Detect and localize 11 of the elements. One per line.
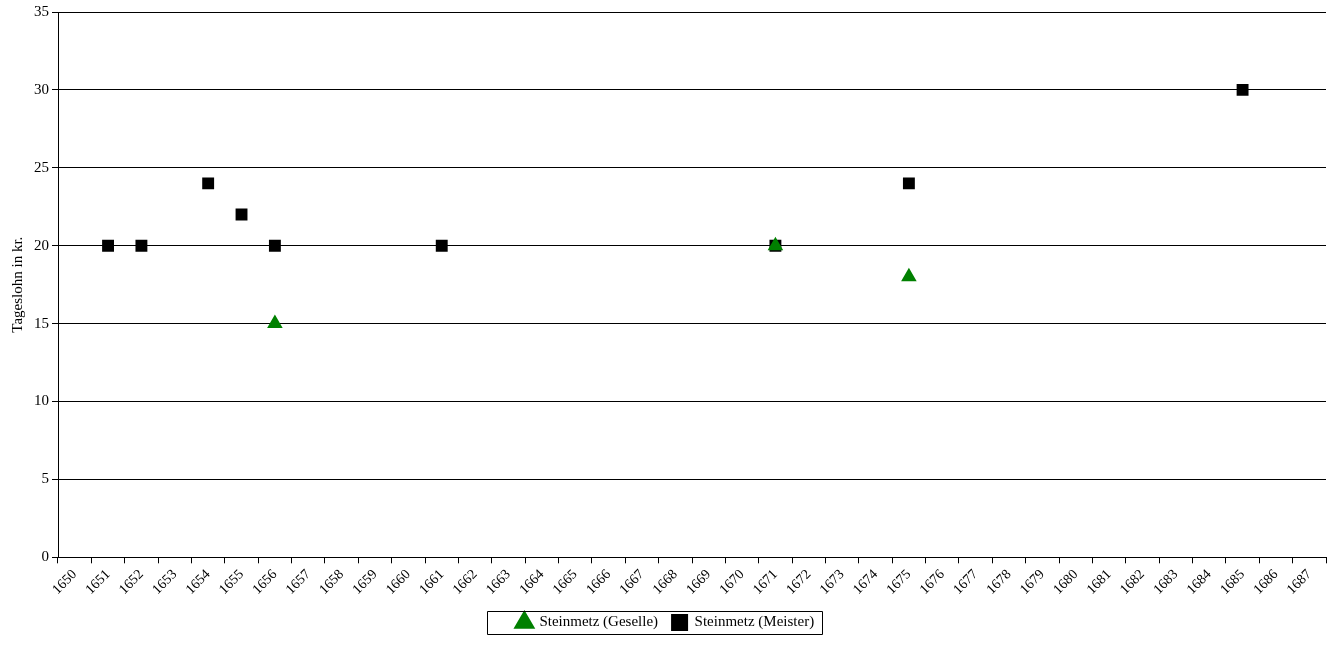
- y-tick-label: 0: [41, 548, 49, 565]
- y-axis-title: Tageslohn in kr.: [8, 236, 25, 333]
- y-tick-label: 30: [34, 80, 49, 97]
- y-tick-label: 5: [41, 470, 49, 487]
- y-tick-label: 20: [34, 236, 49, 253]
- legend-label: Steinmetz (Meister): [694, 613, 815, 631]
- y-tick-label: 10: [34, 392, 49, 409]
- y-tick-label: 25: [34, 158, 49, 175]
- legend-label: Steinmetz (Geselle): [539, 613, 659, 631]
- y-tick-label: 35: [34, 2, 49, 19]
- y-tick-label: 15: [34, 314, 49, 331]
